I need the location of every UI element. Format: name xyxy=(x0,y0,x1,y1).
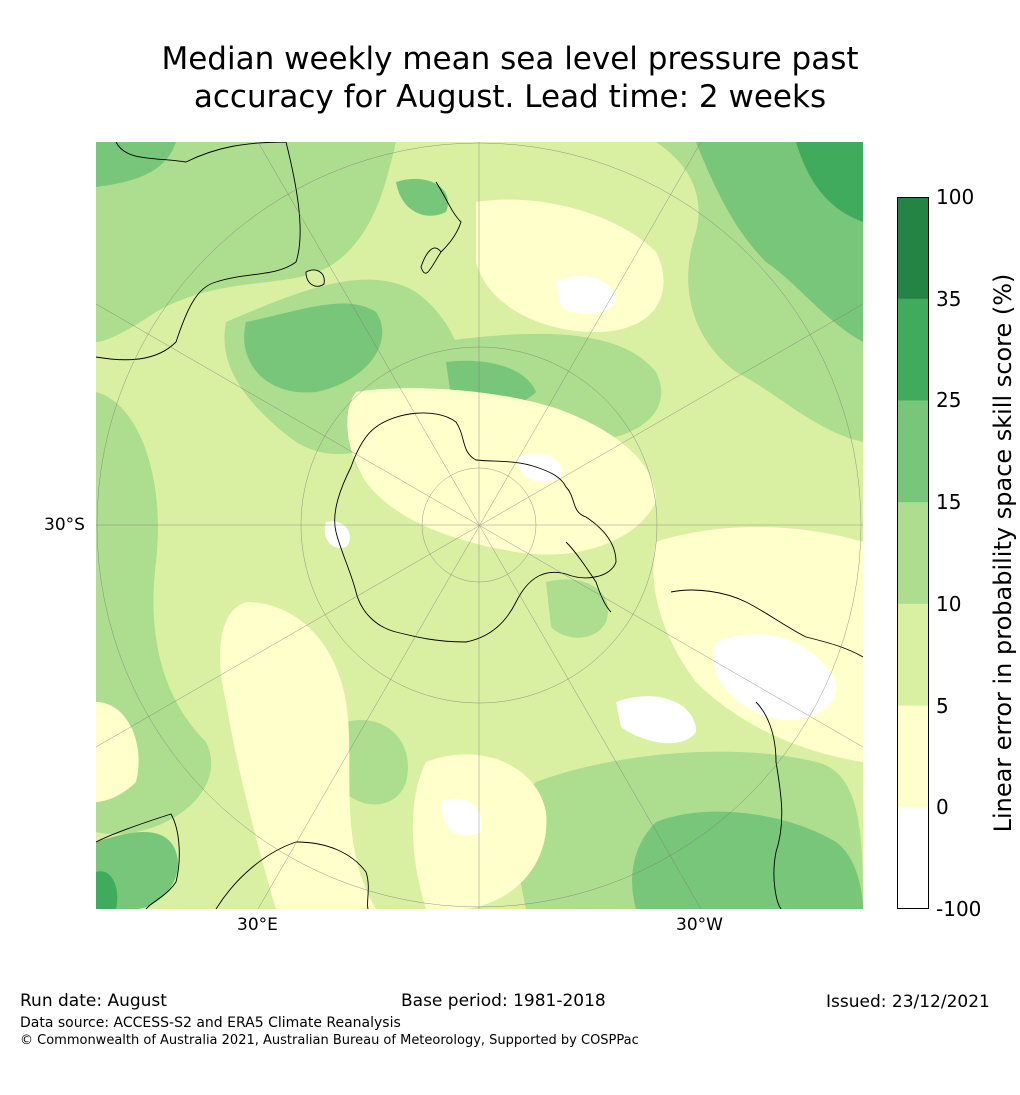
lon-label-30e: 30°E xyxy=(237,915,278,935)
copyright: © Commonwealth of Australia 2021, Austra… xyxy=(20,1033,639,1048)
colorbar-segment xyxy=(897,197,929,300)
colorbar-segment xyxy=(897,603,929,707)
tasmania-coastline xyxy=(305,269,325,287)
graticule xyxy=(96,142,863,909)
colorbar-segment xyxy=(897,705,929,808)
data-source: Data source: ACCESS-S2 and ERA5 Climate … xyxy=(20,1015,401,1031)
skill-band-below-0 xyxy=(324,275,837,836)
colorbar-border xyxy=(897,197,929,909)
colorbar-tick-label: 0 xyxy=(936,795,949,820)
chart-title: Median weekly mean sea level pressure pa… xyxy=(0,40,1020,116)
colorbar-svg xyxy=(897,197,929,909)
lon-label-30w: 30°W xyxy=(676,915,723,935)
issued-date: Issued: 23/12/2021 xyxy=(826,992,990,1012)
australia-coastline xyxy=(96,142,301,361)
africa-coastline xyxy=(96,813,369,909)
title-line-1: Median weekly mean sea level pressure pa… xyxy=(161,41,859,77)
colorbar-tick-label: 15 xyxy=(936,490,962,515)
colorbar-title: Linear error in probability space skill … xyxy=(989,273,1017,833)
colorbar-tick-label: 35 xyxy=(936,286,962,311)
colorbar xyxy=(897,197,929,909)
colorbar-segment xyxy=(897,502,929,605)
title-line-2: accuracy for August. Lead time: 2 weeks xyxy=(193,79,827,115)
skill-band-25-35 xyxy=(96,142,863,909)
colorbar-segment xyxy=(897,807,929,909)
colorbar-tick-label: 10 xyxy=(936,591,962,616)
new-zealand-coastline xyxy=(420,181,462,274)
south-america-coastline xyxy=(670,589,863,909)
colorbar-tick-label: 25 xyxy=(936,388,962,413)
skill-band-0-5 xyxy=(96,199,863,909)
lat-label-30s: 30°S xyxy=(44,515,85,535)
colorbar-tick-label: 5 xyxy=(936,693,949,718)
antarctica-coastline xyxy=(334,412,617,643)
skill-score-map xyxy=(96,142,863,909)
antarctic-peninsula xyxy=(565,541,612,613)
colorbar-segment xyxy=(897,298,929,401)
colorbar-segment xyxy=(897,400,929,503)
colorbar-tick-label: -100 xyxy=(936,897,982,921)
run-date: Run date: August xyxy=(20,991,167,1011)
colorbar-tick-label: 100 xyxy=(936,185,975,209)
base-period: Base period: 1981-2018 xyxy=(401,991,606,1011)
